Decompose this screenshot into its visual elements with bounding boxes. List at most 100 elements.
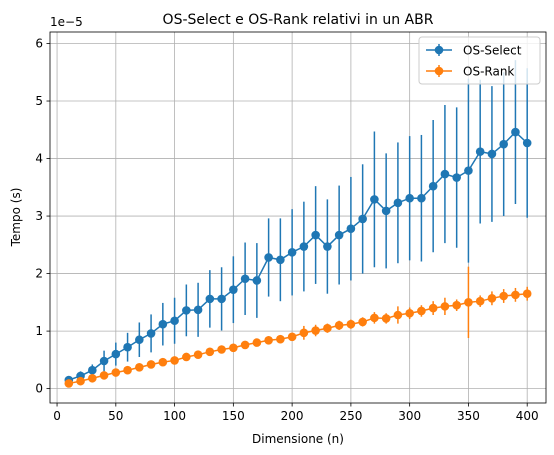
data-point xyxy=(511,127,520,137)
data-point xyxy=(99,371,109,380)
legend: OS-Select OS-Rank xyxy=(418,36,541,85)
series-os-select xyxy=(64,60,532,385)
data-point xyxy=(358,317,367,327)
x-tick-label: 0 xyxy=(53,409,61,423)
data-point xyxy=(417,193,426,203)
data-point xyxy=(264,336,273,345)
x-tick-label: 200 xyxy=(281,409,304,423)
data-point xyxy=(311,326,320,335)
data-point xyxy=(217,294,226,304)
legend-marker xyxy=(434,45,444,55)
x-tick-label: 50 xyxy=(108,409,123,423)
data-point xyxy=(393,198,403,208)
data-point xyxy=(346,319,356,329)
data-point xyxy=(135,335,144,345)
data-point xyxy=(428,181,438,191)
data-point xyxy=(99,356,109,366)
data-point xyxy=(205,294,215,304)
data-point xyxy=(311,230,320,240)
legend-marker xyxy=(434,66,444,76)
data-point xyxy=(146,329,156,338)
data-point xyxy=(123,365,132,375)
y-tick-label: 0 xyxy=(35,382,43,396)
data-point xyxy=(334,321,344,330)
data-point xyxy=(381,206,391,216)
data-point xyxy=(522,138,532,148)
data-point xyxy=(428,303,438,313)
data-point xyxy=(170,356,179,365)
data-point xyxy=(475,296,485,306)
data-point xyxy=(499,291,508,301)
data-point xyxy=(299,242,309,251)
ticks: 0 50 100 150 200 250 300 350 400 0 1 2 3 4 5 6 xyxy=(35,37,538,423)
data-point xyxy=(405,308,414,318)
data-point xyxy=(88,373,97,383)
x-tick-label: 350 xyxy=(457,409,480,423)
y-tick-label: 3 xyxy=(35,209,43,223)
legend-label: OS-Rank xyxy=(463,65,514,79)
data-point xyxy=(182,352,191,362)
data-point xyxy=(287,247,297,257)
data-point xyxy=(276,334,285,344)
data-point xyxy=(205,347,215,357)
legend-label: OS-Select xyxy=(463,44,522,58)
data-point xyxy=(264,253,273,262)
data-point xyxy=(358,214,367,224)
data-point xyxy=(240,274,250,284)
data-point xyxy=(487,149,497,159)
data-point xyxy=(452,173,461,182)
y-tick-label: 6 xyxy=(35,37,43,51)
x-tick-label: 300 xyxy=(398,409,421,423)
series-layer xyxy=(64,60,532,388)
y-axis-label: Tempo (s) xyxy=(9,188,23,248)
data-point xyxy=(464,298,473,307)
data-point xyxy=(499,139,508,149)
data-point xyxy=(158,357,168,367)
data-point xyxy=(346,224,356,234)
data-point xyxy=(299,328,309,338)
data-point xyxy=(464,166,473,175)
data-point xyxy=(193,305,203,315)
data-point xyxy=(440,302,450,311)
data-point xyxy=(88,365,97,375)
data-point xyxy=(252,338,262,347)
series-line xyxy=(68,292,528,385)
data-point xyxy=(405,193,414,203)
data-point xyxy=(123,342,132,352)
data-point xyxy=(475,147,485,156)
x-tick-label: 150 xyxy=(222,409,245,423)
x-tick-label: 250 xyxy=(339,409,362,423)
data-point xyxy=(135,363,144,372)
data-point xyxy=(217,345,226,354)
data-point xyxy=(276,255,285,265)
series-os-rank xyxy=(64,266,532,388)
data-point xyxy=(252,276,262,285)
data-point xyxy=(229,343,238,353)
data-point xyxy=(440,169,450,179)
y-tick-label: 5 xyxy=(35,94,43,108)
data-point xyxy=(417,306,426,316)
data-point xyxy=(522,289,532,299)
chart-title: OS-Select e OS-Rank relativi in un ABR xyxy=(163,12,434,28)
y-offset-label: 1e−5 xyxy=(50,15,83,29)
data-point xyxy=(511,290,520,300)
y-tick-label: 4 xyxy=(35,152,43,166)
data-point xyxy=(182,306,191,315)
data-point xyxy=(381,314,391,323)
data-point xyxy=(229,285,238,294)
data-point xyxy=(370,195,379,204)
data-point xyxy=(193,350,203,359)
data-point xyxy=(287,332,297,342)
data-point xyxy=(170,316,179,326)
data-point xyxy=(323,323,332,333)
legend-frame xyxy=(418,36,541,85)
x-axis-label: Dimensione (n) xyxy=(252,432,344,446)
data-point xyxy=(393,310,403,320)
y-tick-label: 1 xyxy=(35,324,43,338)
data-point xyxy=(370,313,379,323)
data-point xyxy=(158,319,168,329)
data-point xyxy=(111,349,121,359)
y-tick-label: 2 xyxy=(35,267,43,281)
data-point xyxy=(240,340,250,350)
data-point xyxy=(111,368,121,377)
